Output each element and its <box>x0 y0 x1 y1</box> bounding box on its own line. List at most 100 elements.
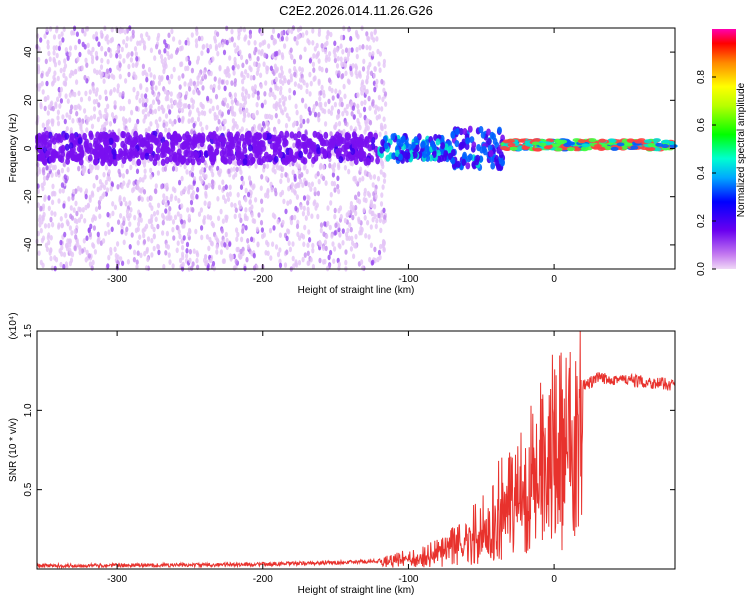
spectrogram-noise-dot <box>122 58 126 64</box>
spectrogram-noise-dot <box>223 198 228 204</box>
spectrogram-noise-dot <box>191 195 195 201</box>
spectrogram-noise-dot <box>337 108 341 115</box>
spectrogram-noise-dot <box>118 92 122 98</box>
spectrogram-noise-dot <box>130 109 134 116</box>
spectrogram-noise-dot <box>261 40 265 46</box>
spectrogram-noise-dot <box>122 239 126 246</box>
spectrogram-noise-dot <box>354 178 358 185</box>
spectrogram-noise-dot <box>77 206 81 212</box>
spectrogram-noise-dot <box>373 29 377 36</box>
spectrogram-band-blob <box>173 138 179 146</box>
spectrogram-noise-dot <box>81 207 85 213</box>
spectrogram-noise-dot <box>68 225 72 231</box>
spectrogram-noise-dot <box>141 177 145 183</box>
spectrogram-noise-dot <box>106 175 110 182</box>
spectrogram-noise-dot <box>49 26 53 32</box>
spectrogram-noise-dot <box>203 74 208 80</box>
spectrogram-band-blob <box>497 126 502 134</box>
spectrogram-noise-dot <box>187 40 191 46</box>
spectrogram-noise-dot <box>288 87 292 94</box>
spectrogram-noise-dot <box>111 210 115 217</box>
spectrogram-noise-dot <box>58 40 62 47</box>
spectrogram-noise-dot <box>335 63 340 69</box>
spectrogram-noise-dot <box>126 259 130 265</box>
spectrogram-noise-dot <box>40 237 45 244</box>
spectrogram-noise-dot <box>289 47 293 53</box>
spectrogram-noise-dot <box>343 62 348 69</box>
spectrogram-noise-dot <box>364 121 368 127</box>
spectrogram-noise-dot <box>376 48 380 55</box>
colorbar-tick-label: 0.8 <box>696 70 707 84</box>
spectrogram-noise-dot <box>270 186 274 193</box>
spectrogram-band-blob <box>289 131 295 139</box>
spectrogram-noise-dot <box>149 121 153 127</box>
spectrogram-noise-dot <box>91 192 95 198</box>
spectrogram-band-blob <box>96 136 102 144</box>
spectrogram-noise-dot <box>336 55 340 62</box>
spectrogram-band-blob <box>126 152 132 160</box>
spectrogram-noise-dot <box>136 90 140 97</box>
spectrogram-noise-dot <box>202 69 206 76</box>
spectrogram-band-blob <box>432 144 437 152</box>
spectrogram-band-blob <box>487 144 493 152</box>
spectrogram-noise-dot <box>118 73 122 80</box>
spectrogram-noise-dot <box>199 121 203 127</box>
spectrogram-noise-dot <box>295 109 299 116</box>
spectrogram-noise-dot <box>329 131 333 137</box>
spectrogram-noise-dot <box>323 42 327 48</box>
spectrogram-noise-dot <box>318 257 322 264</box>
spectrogram-noise-dot <box>235 124 239 130</box>
spectrogram-noise-dot <box>132 86 136 93</box>
spectrogram-noise-dot <box>306 210 310 217</box>
spectrogram-noise-dot <box>188 60 192 66</box>
spectrogram-noise-dot <box>170 73 174 80</box>
spectrogram-noise-dot <box>136 179 140 186</box>
spectrogram-noise-dot <box>92 106 97 112</box>
spectrogram-noise-dot <box>68 247 72 254</box>
spectrogram-noise-dot <box>377 249 382 256</box>
spectrogram-noise-dot <box>190 32 194 38</box>
spectrogram-noise-dot <box>215 126 219 132</box>
spectrogram-noise-dot <box>57 198 61 204</box>
spectrogram-noise-dot <box>74 44 78 51</box>
spectrogram-noise-dot <box>287 79 291 85</box>
spectrogram-noise-dot <box>241 86 245 92</box>
spectrogram-noise-dot <box>302 195 307 201</box>
spectrogram-noise-dot <box>220 228 224 234</box>
spectrogram-noise-dot <box>141 98 145 104</box>
spectrogram-noise-dot <box>339 34 344 41</box>
spectrogram-band-blob <box>500 146 509 150</box>
spectrogram-band-blob <box>94 143 100 151</box>
spectrogram-band-blob <box>89 132 94 140</box>
spectrogram-noise-dot <box>116 254 120 260</box>
spectrogram-noise-dot <box>91 85 95 91</box>
spectrogram-band-blob <box>69 147 75 156</box>
spectrogram-noise-dot <box>254 197 258 203</box>
spectrogram-noise-dot <box>202 218 206 224</box>
spectrogram-noise-dot <box>144 265 149 271</box>
spectrogram-noise-dot <box>91 217 95 223</box>
spectrogram-noise-dot <box>368 105 372 111</box>
spectrogram-noise-dot <box>228 184 232 191</box>
spectrogram-noise-dot <box>78 246 82 252</box>
spectrogram-noise-dot <box>322 164 326 171</box>
spectrogram-noise-dot <box>69 205 73 211</box>
spectrogram-noise-dot <box>48 66 52 73</box>
spectrogram-noise-dot <box>173 214 178 221</box>
spectrogram-noise-dot <box>204 193 208 199</box>
spectrogram-noise-dot <box>195 257 199 264</box>
spectrogram-noise-dot <box>349 226 353 233</box>
spectrogram-noise-dot <box>59 261 63 268</box>
spectrogram-noise-dot <box>358 177 362 183</box>
spectrogram-noise-dot <box>210 179 215 185</box>
spectrogram-noise-dot <box>244 207 248 213</box>
spectrogram-noise-dot <box>319 163 323 170</box>
spectrogram-noise-dot <box>104 230 108 237</box>
spectrogram-noise-dot <box>102 238 106 244</box>
spectrogram-band-blob <box>533 147 542 152</box>
spectrogram-noise-dot <box>264 175 269 182</box>
spectrogram-noise-dot <box>378 67 382 73</box>
spectrogram-noise-dot <box>252 265 257 271</box>
spectrogram-noise-dot <box>239 169 243 175</box>
spectrogram-noise-dot <box>104 95 108 102</box>
